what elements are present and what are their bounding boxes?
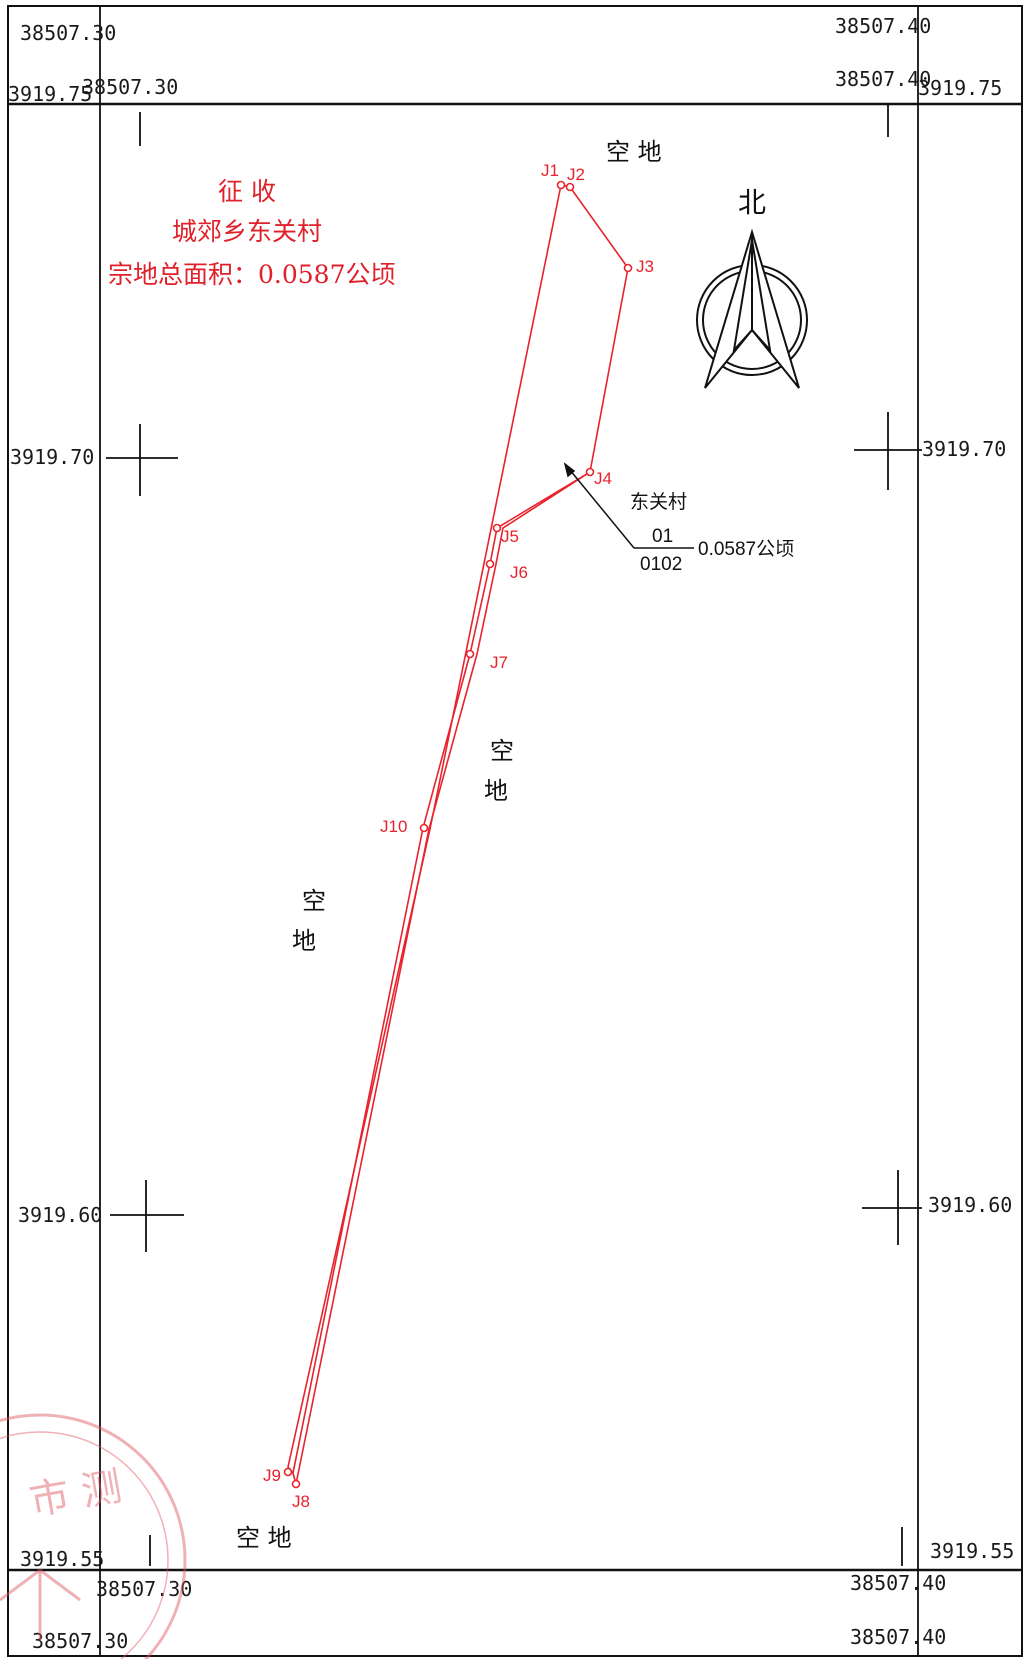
title-line-1: 征 收 [218, 177, 276, 206]
y-label-mid-left: 3919.70 [10, 445, 94, 469]
point-label-j5: J5 [501, 527, 519, 546]
point-label-j1: J1 [541, 161, 559, 180]
boundary-points [283, 180, 633, 1489]
svg-text:市 测: 市 测 [26, 1464, 125, 1525]
point-label-j10: J10 [380, 817, 407, 836]
outer-frame [7, 5, 1023, 1657]
point-label-j3: J3 [636, 257, 654, 276]
y-label-low-right: 3919.60 [928, 1193, 1012, 1217]
x-label-bottom-left-inner: 38507.30 [96, 1577, 192, 1601]
x-label-top-left-outer: 38507.30 [20, 21, 116, 45]
point-label-j4: J4 [594, 469, 612, 488]
x-label-bottom-right-outer: 38507.40 [850, 1625, 946, 1649]
neighbor-top: 空 地 [606, 138, 662, 166]
parcel-boundary [287, 184, 629, 1485]
neighbor-middle-2: 地 [484, 777, 508, 805]
y-label-mid-right: 3919.70 [922, 437, 1006, 461]
annotation-leader [563, 462, 694, 549]
parcel-code-bottom: 0102 [640, 554, 682, 575]
x-label-top-right-inner: 38507.40 [835, 67, 931, 91]
x-label-top-right-outer: 38507.40 [835, 14, 931, 38]
y-label-top-left: 3919.75 [8, 82, 92, 106]
point-label-j7: J7 [490, 653, 508, 672]
x-label-bottom-left-outer: 38507.30 [32, 1629, 128, 1653]
y-label-top-right: 3919.75 [918, 76, 1002, 100]
point-label-j2: J2 [567, 165, 585, 184]
parcel-code-top: 01 [652, 526, 673, 547]
north-label: 北 [738, 186, 766, 219]
north-arrow-icon [696, 228, 808, 389]
point-label-j9: J9 [263, 1466, 281, 1485]
parcel-area: 0.0587公顷 [698, 539, 794, 560]
seal-stamp: 市 测 [0, 1413, 187, 1659]
y-label-bottom-right: 3919.55 [930, 1539, 1014, 1563]
parcel-owner: 东关村 [630, 491, 687, 513]
x-label-bottom-right-inner: 38507.40 [850, 1571, 946, 1595]
grid-ticks [106, 104, 922, 1566]
neighbor-left-1: 空 [302, 887, 326, 915]
y-label-bottom-left: 3919.55 [20, 1547, 104, 1571]
neighbor-bottom: 空 地 [236, 1524, 292, 1552]
point-label-j6: J6 [510, 563, 528, 582]
title-line-3: 宗地总面积：0.0587公顷 [108, 260, 395, 289]
y-label-low-left: 3919.60 [18, 1203, 102, 1227]
point-label-j8: J8 [292, 1492, 310, 1511]
neighbor-left-2: 地 [292, 927, 316, 955]
title-line-2: 城郊乡东关村 [172, 217, 322, 246]
neighbor-middle-1: 空 [490, 737, 514, 765]
x-label-top-left-inner: 38507.30 [82, 75, 178, 99]
